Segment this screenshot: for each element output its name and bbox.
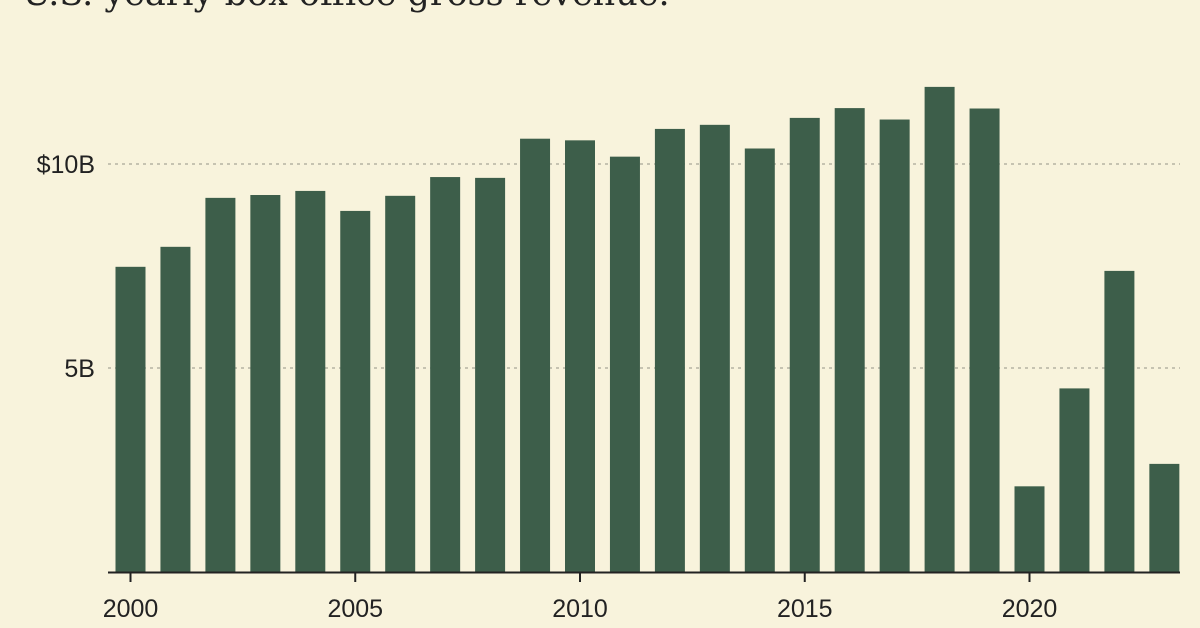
bar-2021 (1059, 388, 1090, 572)
bar-2016 (834, 108, 865, 572)
axes: 2000 2005 2010 2015 2020 (103, 571, 1180, 623)
bar-2015 (789, 117, 820, 573)
bar-2013 (699, 124, 730, 572)
bar-2003 (250, 195, 281, 572)
bar-2010 (565, 140, 595, 572)
bar-2009 (520, 138, 551, 573)
bar-2001 (160, 246, 191, 572)
x-tick-label: 2020 (1002, 595, 1058, 623)
bars (115, 86, 1180, 573)
bar-2018 (924, 86, 955, 572)
y-tick-label: 5B (64, 355, 95, 383)
bar-2017 (879, 119, 910, 572)
bar-2023 (1149, 463, 1180, 572)
bar-2022 (1104, 270, 1135, 572)
x-tick-label: 2000 (103, 595, 159, 623)
bar-2002 (205, 197, 236, 572)
bar-2005 (340, 210, 371, 573)
y-tick-label: $10B (37, 151, 95, 179)
bar-2019 (969, 108, 1000, 573)
bar-2011 (609, 156, 640, 572)
chart-title: U.S. yearly box office gross revenue. (22, 0, 670, 14)
x-tick-label: 2015 (777, 595, 833, 623)
x-tick-label: 2005 (327, 595, 383, 623)
bar-2008 (475, 177, 506, 572)
gridlines: 5B $10B (37, 151, 1180, 383)
x-tick-label: 2010 (552, 595, 608, 623)
bar-2006 (385, 195, 416, 572)
bar-2007 (430, 177, 461, 572)
bar-2014 (744, 148, 775, 572)
bar-2000 (115, 266, 146, 572)
bar-2020 (1014, 486, 1045, 572)
bar-2012 (654, 128, 685, 573)
bar-2004 (295, 190, 326, 573)
